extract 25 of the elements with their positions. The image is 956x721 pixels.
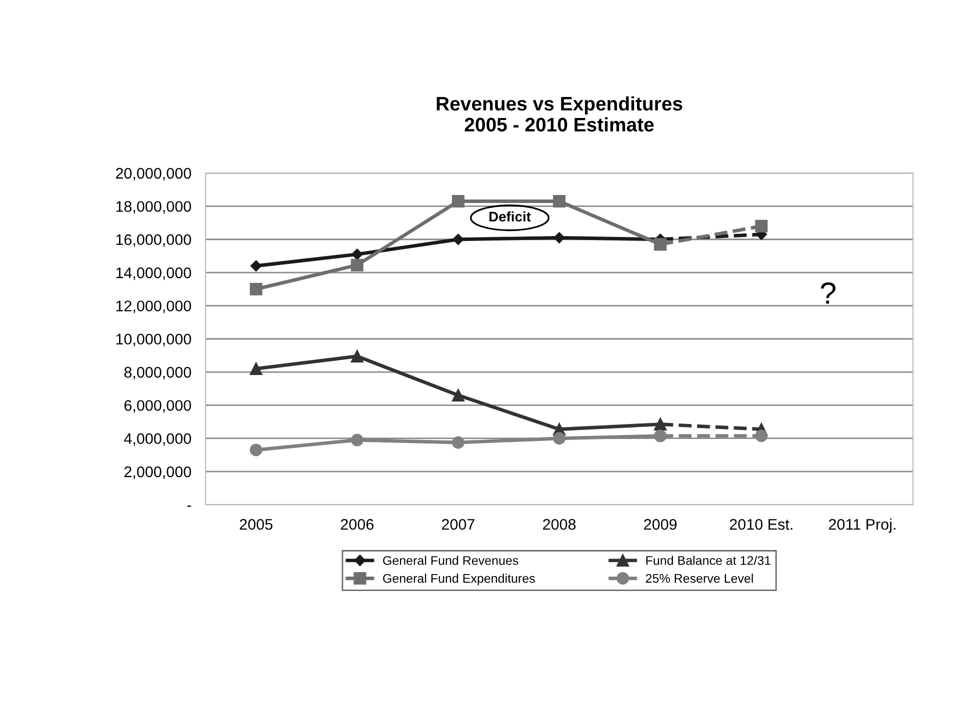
y-tick-label: 14,000,000	[116, 267, 192, 280]
legend-label: General Fund Expenditures	[383, 574, 535, 586]
y-tick-label: 12,000,000	[116, 300, 192, 314]
y-tick-label: 6,000,000	[124, 400, 192, 413]
x-tick-label: 2010 Est.	[730, 518, 792, 530]
y-tick-label: 18,000,000	[116, 201, 192, 214]
y-tick-label: 16,000,000	[116, 234, 192, 247]
x-tick-label: 2007	[442, 518, 474, 530]
y-tick-label: 2,000,000	[124, 466, 192, 480]
legend-label: Fund Balance at 12/31	[646, 556, 770, 565]
y-tick-label: 4,000,000	[124, 433, 192, 446]
x-tick-label: 2005	[240, 518, 272, 530]
chart-title: Revenues vs Expenditures 2005 - 2010 Estimate	[436, 96, 682, 132]
y-tick-label: 20,000,000	[116, 168, 192, 181]
x-tick-label: 2009	[644, 518, 677, 530]
legend-label: 25% Reserve Level	[646, 574, 753, 583]
legend-label: General Fund Revenues	[383, 556, 518, 565]
annotation: ?	[820, 282, 836, 304]
annotation: Deficit	[489, 211, 531, 222]
y-tick-label: 8,000,000	[124, 366, 192, 380]
x-tick-label: 2011 Proj.	[828, 518, 896, 533]
x-tick-label: 2006	[340, 518, 374, 530]
y-tick-label: 10,000,000	[116, 334, 192, 346]
y-tick-label: -	[187, 506, 191, 507]
x-tick-label: 2008	[543, 518, 576, 530]
